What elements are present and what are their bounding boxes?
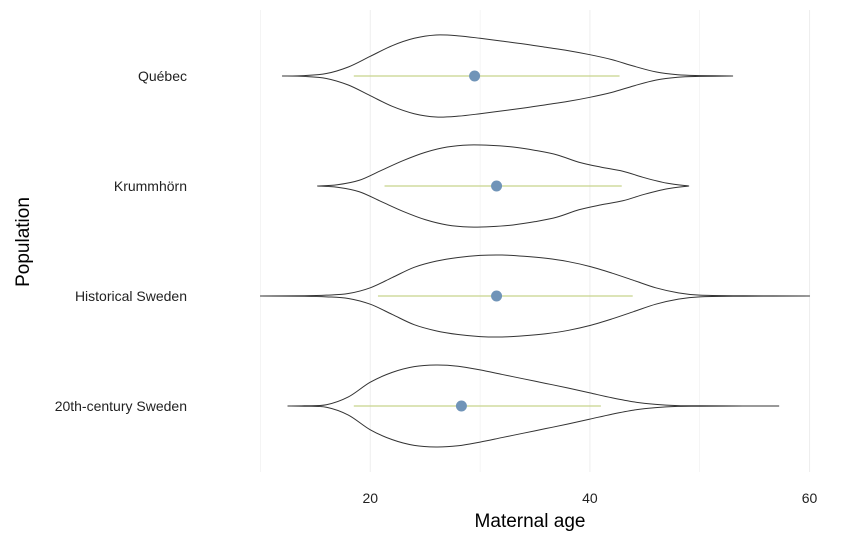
grid-lines (260, 10, 811, 472)
point-estimate (469, 70, 481, 82)
x-tick-label: 40 (582, 490, 598, 506)
y-tick-label: 20th-century Sweden (55, 398, 187, 414)
y-tick-label: Krummhörn (114, 178, 187, 194)
x-tick-label: 20 (362, 490, 378, 506)
violin-shape (281, 34, 734, 118)
y-axis-title: Population (13, 197, 34, 287)
interval-lines (353, 75, 633, 407)
y-tick-labels: Québec Krummhörn Historical Sweden 20th-cen… (55, 68, 187, 414)
point-estimate (455, 400, 467, 412)
y-tick-label: Québec (138, 68, 187, 84)
point-estimate (491, 290, 503, 302)
y-tick-label: Historical Sweden (75, 288, 187, 304)
violin-shape (317, 144, 690, 228)
violins (259, 34, 811, 448)
x-tick-labels: 20 40 60 (362, 490, 817, 506)
point-estimates (455, 70, 503, 412)
violin-shape (259, 254, 811, 338)
point-estimate (491, 180, 503, 192)
violin-shape (287, 364, 780, 448)
x-tick-label: 60 (802, 490, 818, 506)
x-axis-title: Maternal age (475, 511, 586, 532)
